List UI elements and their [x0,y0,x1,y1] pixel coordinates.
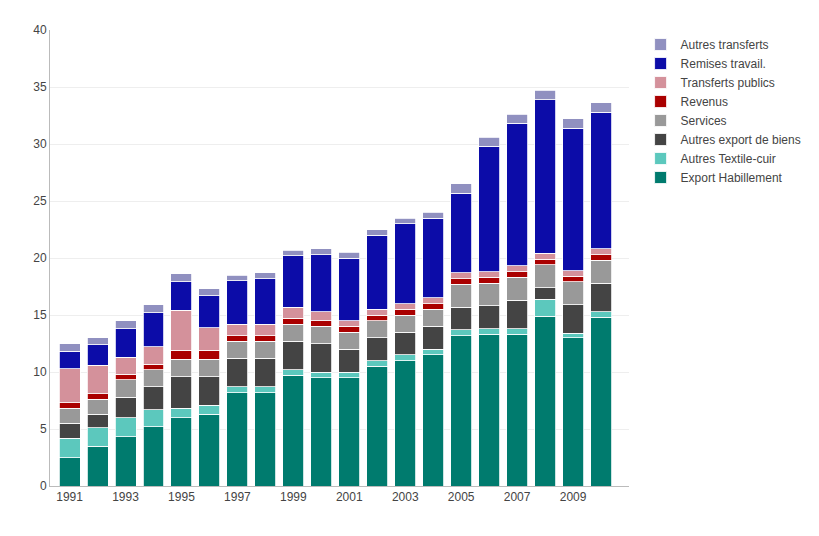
svg-text:10: 10 [33,365,47,379]
svg-text:Remises travail.: Remises travail. [681,57,766,71]
svg-text:Transferts publics: Transferts publics [681,76,775,90]
svg-text:0: 0 [40,479,47,493]
svg-text:40: 40 [33,23,47,37]
svg-text:1995: 1995 [168,490,195,504]
svg-text:25: 25 [33,194,47,208]
svg-text:15: 15 [33,308,47,322]
svg-text:Autres transferts: Autres transferts [681,38,769,52]
svg-text:Services: Services [681,114,727,128]
svg-text:35: 35 [33,80,47,94]
svg-text:Export Habillement: Export Habillement [681,171,783,185]
svg-text:1999: 1999 [280,490,307,504]
svg-text:2009: 2009 [560,490,587,504]
svg-text:1997: 1997 [224,490,251,504]
svg-text:2005: 2005 [448,490,475,504]
svg-text:Autres export de biens: Autres export de biens [681,133,801,147]
svg-text:Autres Textile-cuir: Autres Textile-cuir [681,152,776,166]
svg-text:2001: 2001 [336,490,363,504]
svg-text:2007: 2007 [504,490,531,504]
svg-text:20: 20 [33,251,47,265]
svg-text:30: 30 [33,137,47,151]
svg-text:2003: 2003 [392,490,419,504]
svg-text:5: 5 [40,422,47,436]
svg-text:Revenus: Revenus [681,95,728,109]
svg-text:1991: 1991 [56,490,83,504]
svg-text:1993: 1993 [112,490,139,504]
